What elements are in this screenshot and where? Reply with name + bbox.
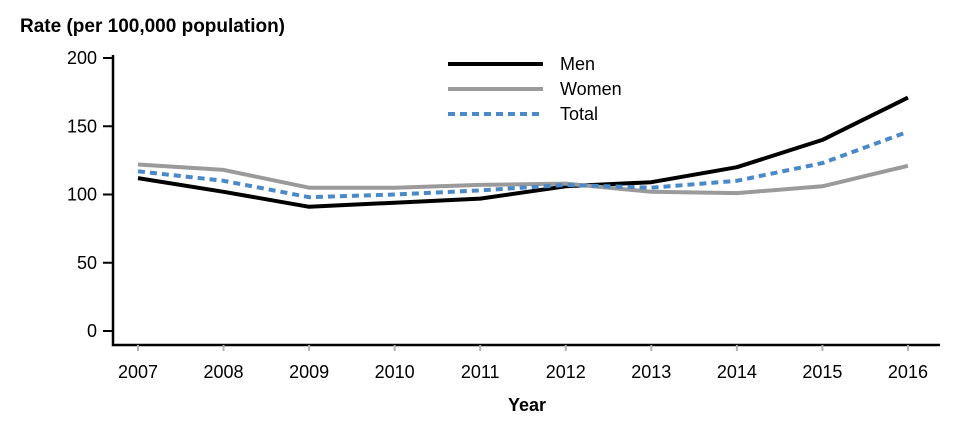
- x-tick-label: 2011: [461, 362, 500, 382]
- axis-line: [111, 55, 940, 347]
- y-tick-label: 50: [77, 253, 97, 273]
- chart-title: Rate (per 100,000 population): [20, 16, 285, 37]
- legend-label-total: Total: [560, 104, 598, 124]
- x-tick-label: 2007: [118, 362, 158, 382]
- x-tick-label: 2010: [375, 362, 415, 382]
- y-tick-label: 100: [67, 185, 97, 205]
- x-tick-label: 2015: [802, 362, 842, 382]
- y-tick-label: 150: [67, 116, 97, 136]
- y-tick-label: 0: [87, 321, 97, 341]
- x-tick-label: 2014: [717, 362, 757, 382]
- legend-label-men: Men: [560, 54, 595, 74]
- series-line-women: [137, 162, 909, 196]
- y-tick-label: 200: [67, 48, 97, 68]
- x-tick-label: 2008: [204, 362, 244, 382]
- axes-layer: 0 50 100 150 200 2007 2008 2009 2010 2011 2012 2013…: [67, 48, 940, 382]
- series-layer: [137, 95, 909, 209]
- series-line-men: [137, 95, 909, 209]
- x-tick-label: 2013: [631, 362, 671, 382]
- x-tick-label: 2016: [888, 362, 928, 382]
- series-line-total: [137, 129, 909, 200]
- legend-label-women: Women: [560, 79, 622, 99]
- x-tick-label: 2009: [289, 362, 329, 382]
- x-tick-label: 2012: [546, 362, 586, 382]
- legend: Men Women Total: [448, 54, 622, 124]
- x-axis-title: Year: [508, 395, 546, 415]
